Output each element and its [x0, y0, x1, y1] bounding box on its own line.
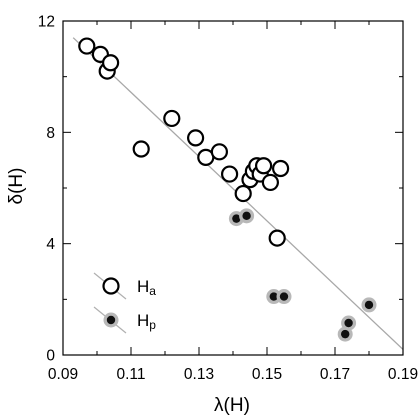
- y-tick-label: 4: [46, 236, 55, 253]
- data-point-ha: [234, 184, 252, 203]
- data-point-hp: [341, 329, 350, 339]
- data-point-ha: [221, 165, 239, 183]
- data-point-ha: [78, 37, 96, 55]
- data-point-hp: [242, 211, 251, 221]
- data-point-hp: [269, 292, 278, 301]
- data-point-ha: [210, 143, 228, 161]
- legend-marker: [106, 315, 116, 325]
- x-tick-label: 0.15: [252, 366, 282, 383]
- legend: Ha Hp: [93, 272, 156, 334]
- data-point-ha: [272, 159, 290, 178]
- x-tick-label: 0.11: [116, 366, 145, 383]
- data-point-hp: [344, 318, 353, 328]
- data-point-hp: [232, 214, 241, 223]
- data-points-layer: [78, 37, 377, 342]
- legend-label: Hp: [137, 311, 156, 332]
- legend-label: Ha: [137, 277, 156, 298]
- data-point-ha: [268, 229, 286, 247]
- data-point-ha: [101, 54, 120, 72]
- data-point-ha: [261, 173, 279, 192]
- x-tick-label: 0.17: [320, 366, 350, 383]
- y-tick-label: 12: [38, 14, 55, 31]
- y-tick-label: 0: [46, 348, 55, 365]
- x-tick-label: 0.13: [184, 366, 214, 383]
- data-point-hp: [279, 292, 289, 301]
- axis-ticks-layer: 0.09 0.11 0.13 0.15 0.17 0.19 0 4 8 12: [38, 14, 418, 384]
- x-axis-label: λ(H): [214, 395, 250, 415]
- legend-marker: [102, 277, 120, 295]
- y-tick-label: 8: [46, 125, 55, 142]
- y-axis-label: δ(H): [6, 168, 27, 205]
- x-tick-label: 0.19: [388, 366, 418, 383]
- legend-label-subscript: p: [149, 318, 156, 332]
- data-point-ha: [132, 140, 150, 158]
- data-point-ha: [255, 157, 273, 175]
- x-tick-label: 0.09: [48, 366, 78, 383]
- legend-label-subscript: a: [149, 284, 156, 298]
- data-point-ha: [187, 129, 205, 147]
- data-point-ha: [163, 109, 181, 128]
- data-point-hp: [364, 300, 374, 310]
